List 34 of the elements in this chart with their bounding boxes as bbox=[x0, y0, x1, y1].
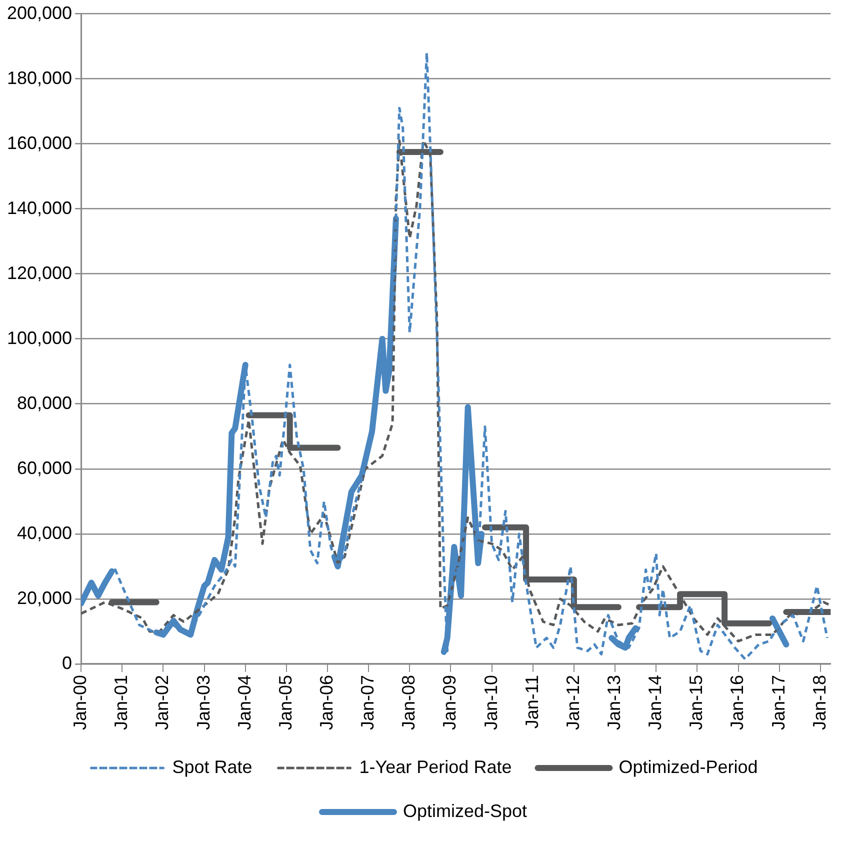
x-tick-label: Jan-15 bbox=[686, 674, 706, 730]
x-tick-label: Jan-06 bbox=[316, 674, 336, 730]
x-tick-label: Jan-13 bbox=[604, 674, 624, 730]
legend-label: Optimized-Period bbox=[618, 756, 758, 777]
y-tick-label: 0 bbox=[62, 652, 72, 673]
y-tick-label: 200,000 bbox=[6, 2, 72, 23]
x-tick-label: Jan-17 bbox=[768, 674, 788, 730]
y-tick-label: 120,000 bbox=[6, 262, 72, 283]
y-tick-label: 80,000 bbox=[17, 392, 72, 413]
x-tick-label: Jan-08 bbox=[398, 674, 419, 730]
x-tick-label: Jan-05 bbox=[275, 674, 296, 730]
x-tick-label: Jan-12 bbox=[562, 674, 583, 730]
x-tick-label: Jan-03 bbox=[193, 674, 214, 730]
y-tick-label: 20,000 bbox=[17, 588, 72, 608]
x-tick-label: Jan-09 bbox=[440, 674, 460, 730]
y-tick-label: 60,000 bbox=[17, 458, 72, 478]
x-tick-label: Jan-07 bbox=[358, 674, 378, 730]
x-tick-label: Jan-18 bbox=[809, 674, 830, 730]
x-tick-label: Jan-00 bbox=[70, 674, 90, 730]
x-tick-label: Jan-04 bbox=[234, 674, 254, 730]
x-tick-label: Jan-02 bbox=[152, 674, 172, 730]
x-tick-label: Jan-10 bbox=[480, 674, 501, 730]
x-tick-label: Jan-01 bbox=[111, 674, 132, 730]
y-tick-label: 40,000 bbox=[17, 522, 72, 543]
x-tick-label: Jan-11 bbox=[522, 674, 542, 729]
y-tick-label: 100,000 bbox=[6, 328, 72, 348]
x-tick-label: Jan-14 bbox=[645, 674, 666, 730]
legend-label: Spot Rate bbox=[172, 756, 252, 777]
legend-label: 1-Year Period Rate bbox=[359, 756, 512, 777]
x-tick-label: Jan-16 bbox=[727, 674, 748, 730]
y-tick-label: 180,000 bbox=[6, 68, 72, 88]
y-tick-label: 160,000 bbox=[6, 132, 72, 153]
y-tick-label: 140,000 bbox=[6, 198, 72, 218]
legend-label: Optimized-Spot bbox=[402, 800, 528, 821]
